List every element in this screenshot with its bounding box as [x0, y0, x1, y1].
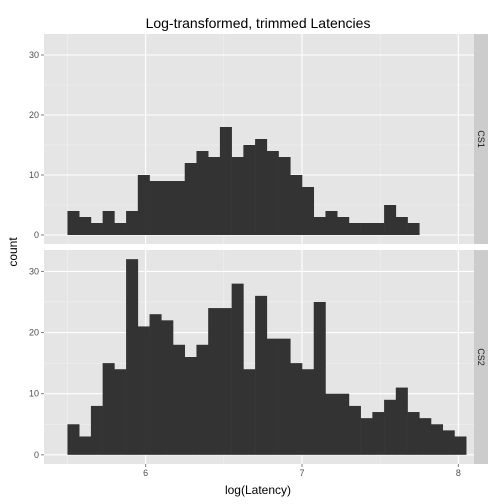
histogram-bar — [454, 436, 467, 455]
histogram-bar — [243, 145, 256, 235]
y-tick-label: 30 — [29, 50, 39, 60]
histogram-bar — [384, 399, 397, 455]
histogram-bar — [255, 295, 268, 455]
histogram-bar — [395, 217, 408, 235]
y-axis-title: count — [6, 237, 20, 267]
histogram-bar — [313, 217, 326, 235]
histogram-bar — [407, 412, 420, 455]
histogram-bar — [126, 211, 139, 235]
histogram-bar — [219, 308, 232, 455]
y-tick-label: 20 — [29, 328, 39, 338]
histogram-bar — [278, 338, 291, 455]
histogram-bar — [90, 223, 103, 235]
histogram-bar — [114, 369, 127, 455]
x-tick-label: 6 — [143, 468, 148, 478]
histogram-bar — [313, 301, 326, 455]
histogram-bar — [290, 175, 303, 235]
histogram-bar — [90, 405, 103, 455]
histogram-bar — [196, 344, 209, 455]
histogram-bar — [114, 223, 127, 235]
histogram-bar — [137, 326, 150, 455]
histogram-bar — [173, 181, 186, 235]
histogram-bar — [137, 175, 150, 235]
chart-title: Log-transformed, trimmed Latencies — [146, 15, 371, 31]
x-tick-label: 8 — [456, 468, 461, 478]
facet-strip-label: CS1 — [476, 130, 486, 148]
histogram-bar — [79, 217, 92, 235]
histogram-bar — [161, 320, 174, 455]
histogram-bar — [325, 211, 338, 235]
x-axis-title: log(Latency) — [225, 483, 291, 497]
y-tick-label: 0 — [34, 450, 39, 460]
histogram-bar — [372, 412, 385, 455]
y-tick-label: 10 — [29, 389, 39, 399]
histogram-bar — [126, 259, 139, 455]
histogram-bar — [184, 163, 197, 235]
histogram-bar — [243, 369, 256, 455]
histogram-bar — [419, 418, 432, 455]
histogram-bar — [325, 393, 338, 455]
y-tick-label: 10 — [29, 170, 39, 180]
facet-panel-cs2: 0 10 20 30 CS2 — [29, 250, 488, 464]
x-tick-label: 7 — [299, 468, 304, 478]
histogram-bar — [384, 205, 397, 235]
y-tick-label: 30 — [29, 266, 39, 276]
histogram-bar — [184, 357, 197, 455]
histogram-bar — [348, 223, 361, 235]
histogram-bar — [102, 211, 115, 235]
histogram-bar — [360, 418, 373, 455]
histogram-bar — [337, 393, 350, 455]
histogram-bar — [395, 387, 408, 455]
histogram-bar — [102, 363, 115, 455]
facet-strip — [474, 34, 488, 244]
histogram-bar — [173, 344, 186, 455]
histogram-bar — [149, 314, 162, 455]
histogram-bar — [407, 223, 420, 235]
facet-strip-label: CS2 — [476, 348, 486, 366]
histogram-bar — [67, 211, 80, 235]
histogram-bar — [372, 223, 385, 235]
facet-strip — [474, 250, 488, 464]
histogram-bar — [290, 363, 303, 455]
histogram-bar — [196, 151, 209, 235]
histogram-bar — [302, 369, 315, 455]
plot-area: 0 10 20 30 CS1 0 10 20 30 CS2 6 7 8 — [29, 34, 488, 478]
histogram-bar — [348, 405, 361, 455]
histogram-bar — [67, 424, 80, 455]
histogram-bar — [431, 424, 444, 455]
histogram-bar — [442, 430, 455, 455]
histogram-bar — [231, 157, 244, 235]
facet-panel-cs1: 0 10 20 30 CS1 — [29, 34, 488, 244]
histogram-bar — [161, 181, 174, 235]
histogram-bar — [337, 217, 350, 235]
histogram-bar — [302, 187, 315, 235]
histogram-bar — [219, 127, 232, 235]
histogram-bar — [208, 308, 221, 455]
histogram-bar — [79, 436, 92, 455]
histogram-bar — [208, 157, 221, 235]
histogram-bar — [278, 157, 291, 235]
y-tick-label: 0 — [34, 230, 39, 240]
histogram-bar — [255, 139, 268, 235]
histogram-bar — [266, 338, 279, 455]
y-tick-label: 20 — [29, 110, 39, 120]
histogram-bar — [266, 151, 279, 235]
histogram-bar — [149, 181, 162, 235]
histogram-bar — [231, 283, 244, 455]
histogram-bar — [360, 223, 373, 235]
